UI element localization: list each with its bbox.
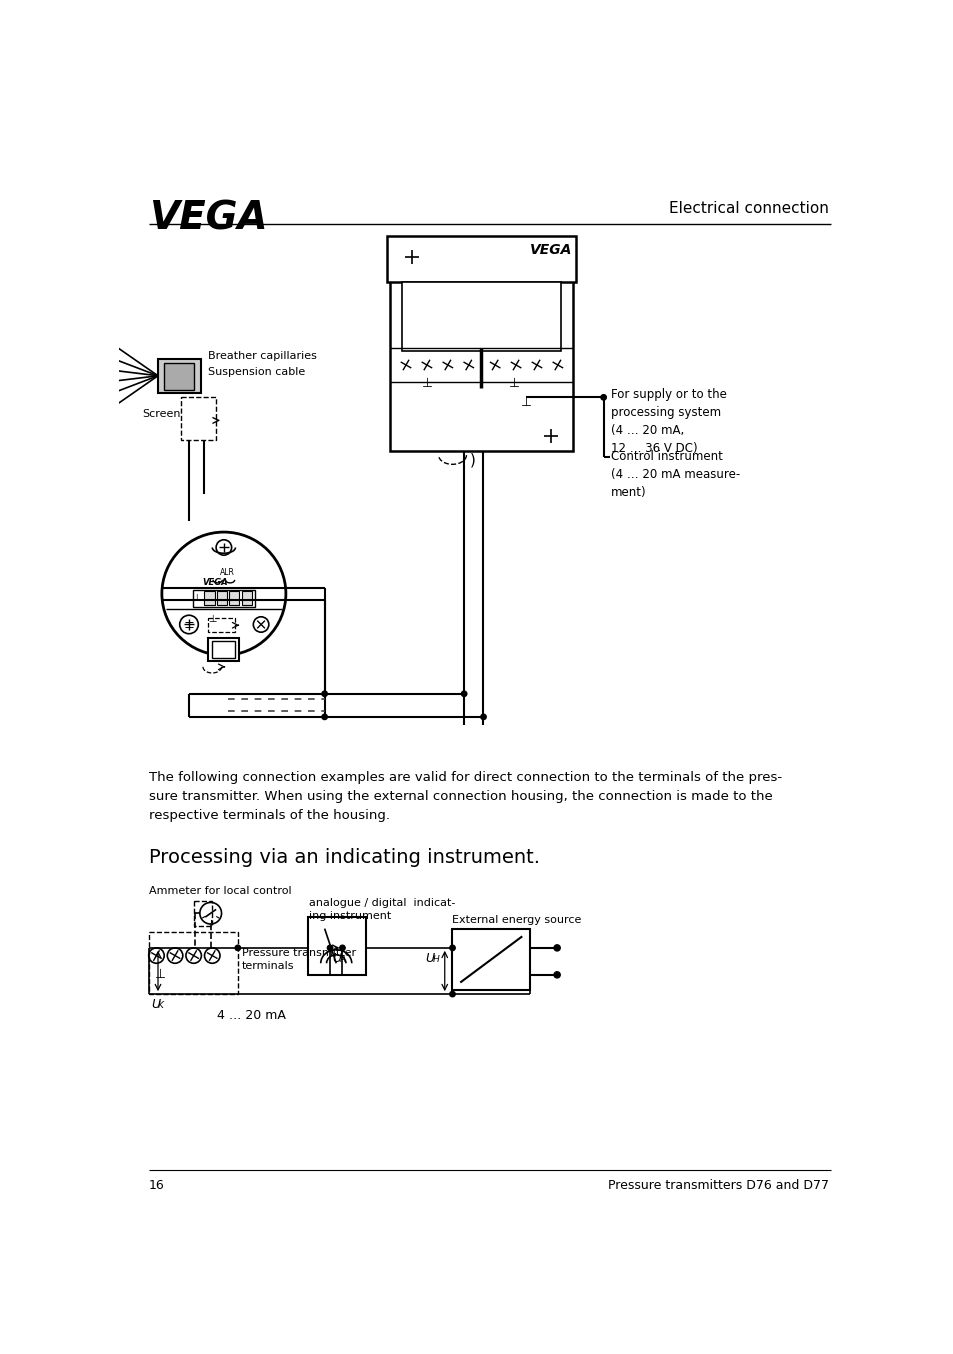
Bar	[402, 282, 560, 351]
Bar	[212, 642, 235, 658]
Bar	[241, 592, 252, 605]
Text: U: U	[332, 952, 341, 965]
Circle shape	[321, 714, 327, 719]
Text: ⊥: ⊥	[154, 968, 166, 982]
Bar	[390, 259, 572, 451]
Text: K: K	[158, 1001, 164, 1010]
Text: Pressure transmitters D76 and D77: Pressure transmitters D76 and D77	[607, 1179, 828, 1192]
Text: Breather capillaries: Breather capillaries	[208, 351, 317, 362]
Circle shape	[554, 945, 559, 951]
Bar	[181, 397, 216, 440]
Circle shape	[339, 945, 345, 951]
Circle shape	[327, 945, 333, 951]
Text: Ammeter for local control: Ammeter for local control	[149, 887, 291, 896]
Bar	[208, 619, 235, 632]
Bar	[208, 638, 239, 662]
Bar	[158, 359, 200, 394]
Text: ): )	[469, 452, 475, 467]
Text: VEGA: VEGA	[530, 244, 572, 257]
Bar	[193, 900, 212, 926]
Text: ⊥: ⊥	[193, 593, 201, 604]
Bar	[193, 590, 254, 607]
Bar	[149, 933, 237, 994]
Bar	[452, 929, 530, 990]
Text: External energy source: External energy source	[452, 915, 581, 925]
Text: Screen: Screen	[142, 409, 181, 418]
Text: H: H	[432, 955, 438, 964]
Circle shape	[449, 945, 455, 951]
Text: ⊥: ⊥	[421, 376, 432, 390]
Bar	[164, 363, 193, 390]
Text: ⊥: ⊥	[520, 395, 531, 409]
Text: For supply or to the
processing system
(4 … 20 mA,
12 … 36 V DC): For supply or to the processing system (…	[611, 389, 726, 455]
Text: Electrical connection: Electrical connection	[669, 200, 828, 217]
Circle shape	[234, 945, 240, 951]
Text: ALR: ALR	[220, 567, 235, 577]
Text: Processing via an indicating instrument.: Processing via an indicating instrument.	[149, 848, 539, 867]
Bar	[216, 592, 227, 605]
Text: VEGA: VEGA	[149, 199, 267, 237]
Text: Pressure transmitter
terminals: Pressure transmitter terminals	[241, 948, 355, 971]
Text: analogue / digital  indicat-
ing instrument: analogue / digital indicat- ing instrume…	[309, 898, 455, 921]
Text: The following connection examples are valid for direct connection to the termina: The following connection examples are va…	[149, 770, 781, 822]
Circle shape	[554, 972, 559, 978]
Bar	[204, 592, 214, 605]
Text: U: U	[151, 998, 160, 1011]
Text: U: U	[425, 952, 434, 965]
Text: ⊥: ⊥	[509, 376, 519, 390]
Circle shape	[600, 394, 606, 399]
Circle shape	[321, 691, 327, 696]
Circle shape	[461, 691, 466, 696]
Bar	[307, 917, 365, 975]
Circle shape	[480, 714, 486, 719]
Text: Control instrument
(4 … 20 mA measure-
ment): Control instrument (4 … 20 mA measure- m…	[611, 450, 740, 498]
Circle shape	[449, 991, 455, 997]
Text: Suspension cable: Suspension cable	[208, 367, 305, 376]
Bar	[229, 592, 239, 605]
Text: VEGA: VEGA	[202, 578, 228, 586]
Bar	[386, 236, 576, 282]
Text: 4 … 20 mA: 4 … 20 mA	[216, 1010, 285, 1022]
Text: ⊥: ⊥	[208, 615, 216, 624]
Text: 16: 16	[149, 1179, 164, 1192]
Text: A: A	[339, 955, 345, 964]
